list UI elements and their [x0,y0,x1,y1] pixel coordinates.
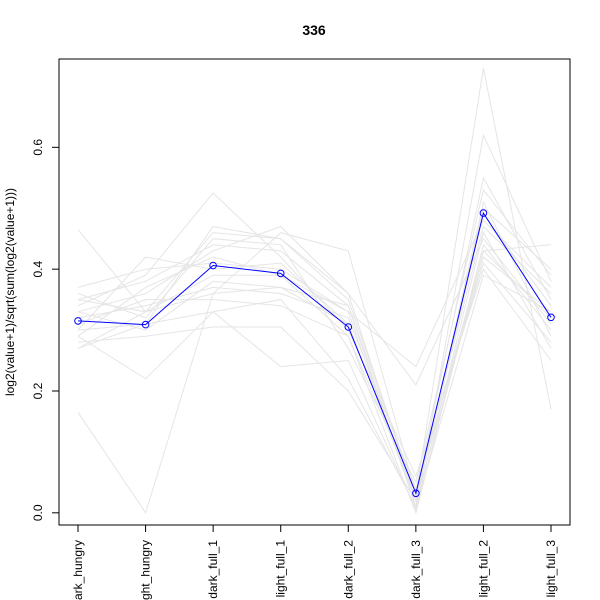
x-tick-label-1: ght_hungry [139,540,153,600]
highlight-point-light_full_2 [479,209,488,217]
highlight-series-group [74,209,555,498]
y-axis-label: log2(value+1)/sqrt(sum(log2(value+1))) [3,188,17,396]
y-tick-label-0: 0.0 [31,504,45,521]
x-tick-label-6: light_full_2 [476,540,490,598]
x-tick-label-5: dark_full_3 [409,540,423,599]
y-tick-label-2: 0.4 [31,260,45,277]
background-series-line-2 [77,244,552,512]
background-series-line-9 [77,225,552,497]
background-series-group [77,68,552,515]
background-series-line-1 [77,68,552,514]
highlight-point-dark_full_3 [412,489,420,498]
highlight-point-light_full_1 [276,269,285,278]
x-tick-label-3: light_full_1 [274,540,288,598]
highlight-series-line [77,211,552,495]
background-series-line-6 [77,176,552,497]
background-series-line-15 [77,219,552,368]
background-series-line-0 [77,207,552,503]
highlight-point-dark_hungry [74,317,82,325]
background-series-line-4 [77,192,552,478]
background-series-line-17 [77,274,552,509]
chart-title: 336 [302,22,326,38]
background-series-line-14 [77,249,552,497]
background-series-line-3 [77,133,552,509]
x-tick-label-4: dark_full_2 [341,540,355,599]
y-tick-label-3: 0.6 [31,139,45,156]
background-series-line-7 [77,256,552,502]
highlight-point-dark_full_1 [209,261,217,270]
x-tick-label-0: ark_hungry [71,540,85,600]
highlight-point-light_full_3 [547,313,555,322]
plot-frame [58,58,571,526]
y-tick-label-1: 0.2 [31,382,45,399]
x-tick-label-7: light_full_3 [544,540,558,598]
background-series-line-10 [77,262,552,491]
background-series-line-16 [77,200,552,503]
highlight-point-light_hungry [141,320,150,329]
x-tick-label-2: dark_full_1 [206,540,220,599]
highlight-point-dark_full_2 [344,323,353,331]
